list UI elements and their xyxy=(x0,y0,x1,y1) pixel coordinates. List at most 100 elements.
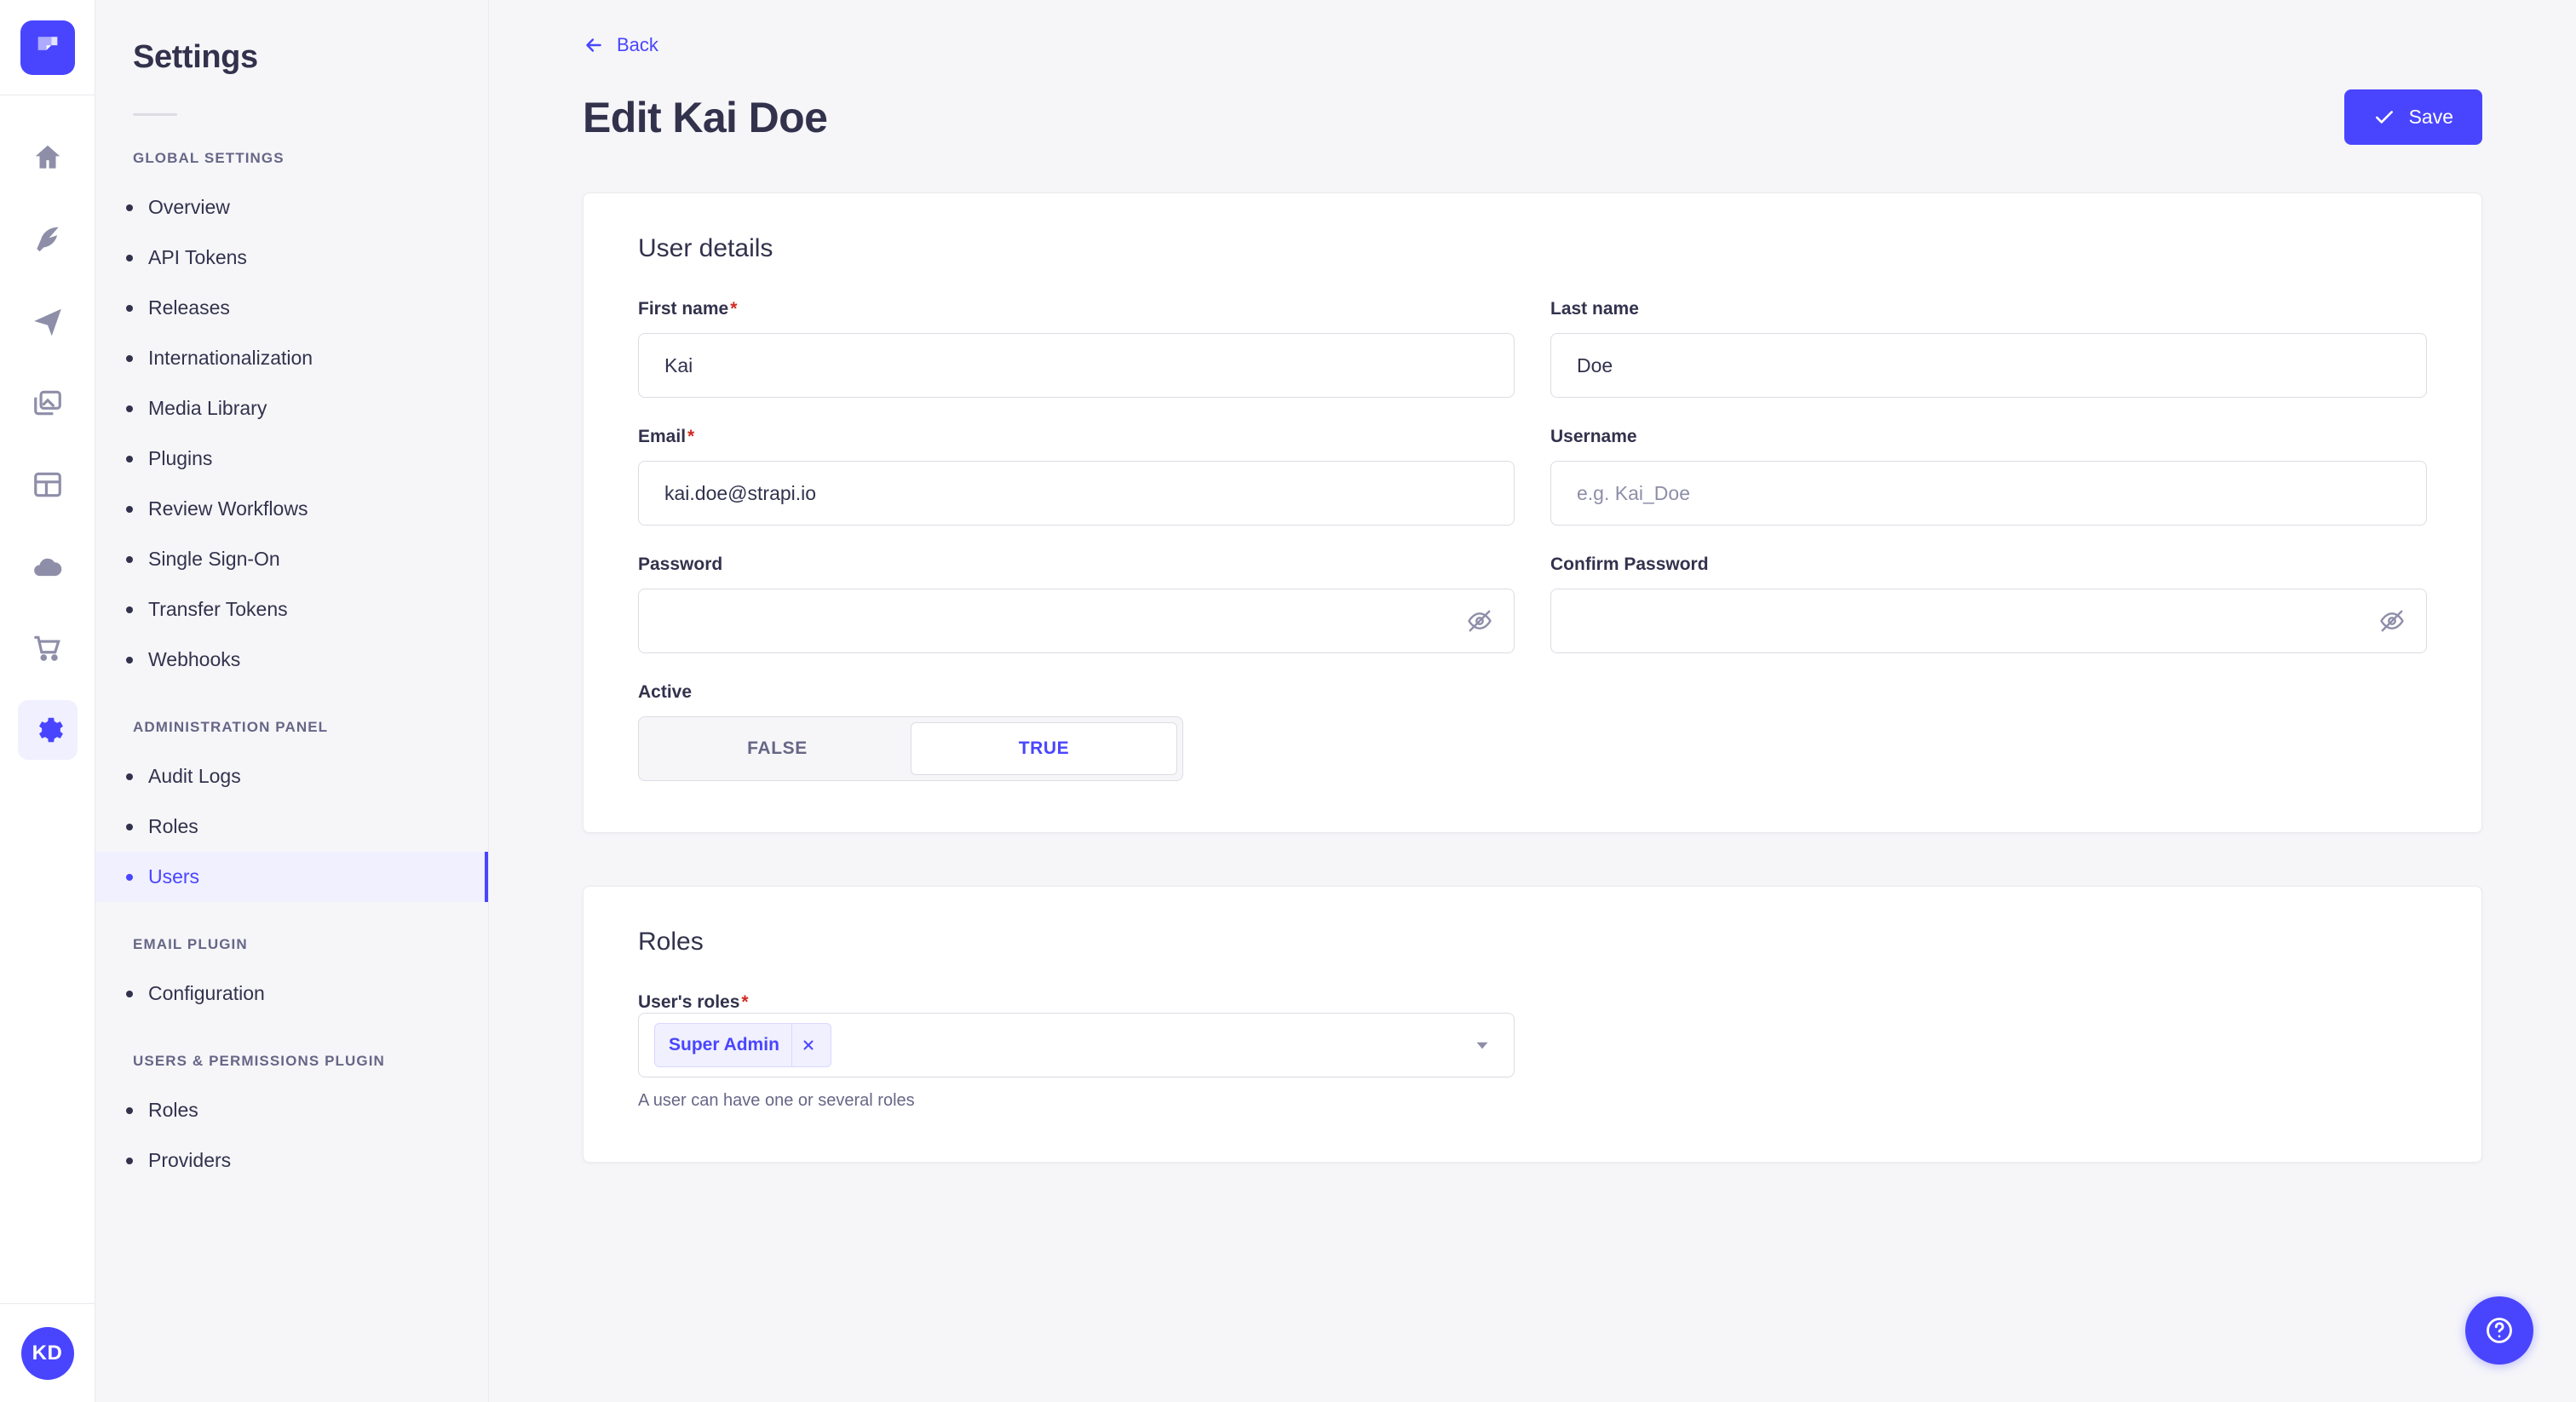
first-name-input[interactable] xyxy=(638,333,1515,398)
sidebar-item-label: Providers xyxy=(148,1149,232,1171)
layout-icon[interactable] xyxy=(18,455,78,514)
sidebar-item-transfer-tokens[interactable]: Transfer Tokens xyxy=(95,584,488,635)
sidebar-item-releases[interactable]: Releases xyxy=(95,283,488,333)
nav-section-email-plugin: EMAIL PLUGIN Configuration xyxy=(95,936,488,1019)
active-toggle-true[interactable]: TRUE xyxy=(911,722,1177,775)
active-toggle[interactable]: FALSE TRUE xyxy=(638,716,1183,781)
close-icon[interactable] xyxy=(791,1024,825,1066)
save-label: Save xyxy=(2408,106,2453,128)
email-input[interactable] xyxy=(638,461,1515,526)
bullet-icon xyxy=(126,656,133,664)
roles-card: Roles User's roles* Super Admin xyxy=(583,886,2482,1163)
sidebar-item-review-workflows[interactable]: Review Workflows xyxy=(95,484,488,534)
first-name-label-text: First name xyxy=(638,299,729,319)
bullet-icon xyxy=(126,204,133,211)
main-content: Back Edit Kai Doe Save User details Firs… xyxy=(489,0,2576,1402)
sidebar-header: Settings xyxy=(95,0,488,116)
roles-title: Roles xyxy=(638,928,704,956)
nav-section-administration: ADMINISTRATION PANEL Audit Logs Roles Us… xyxy=(95,719,488,902)
back-label: Back xyxy=(617,34,658,55)
username-input-wrap xyxy=(1550,461,2427,526)
help-button[interactable] xyxy=(2465,1296,2533,1365)
last-name-input[interactable] xyxy=(1550,333,2427,398)
sidebar-item-webhooks[interactable]: Webhooks xyxy=(95,635,488,685)
arrow-left-icon xyxy=(586,38,601,52)
bullet-icon xyxy=(126,254,133,261)
eye-off-icon[interactable] xyxy=(1467,608,1492,634)
bullet-icon xyxy=(126,606,133,613)
bullet-icon xyxy=(126,1157,133,1164)
user-roles-select[interactable]: Super Admin xyxy=(638,1013,1515,1077)
username-label: Username xyxy=(1550,427,1637,446)
question-mark-icon xyxy=(2487,1318,2512,1343)
bullet-icon xyxy=(126,405,133,412)
username-input[interactable] xyxy=(1550,461,2427,526)
sidebar-item-label: Roles xyxy=(148,1099,198,1121)
sidebar-item-configuration[interactable]: Configuration xyxy=(95,968,488,1019)
logo-area xyxy=(0,0,95,95)
required-marker: * xyxy=(730,299,738,319)
email-input-wrap xyxy=(638,461,1515,526)
sidebar-item-label: Overview xyxy=(148,196,230,218)
page-title: Edit Kai Doe xyxy=(583,93,828,141)
gear-icon[interactable] xyxy=(17,700,78,760)
bullet-icon xyxy=(126,555,133,563)
active-toggle-false[interactable]: FALSE xyxy=(747,738,808,758)
required-marker: * xyxy=(687,427,695,446)
form-content: User details First name* Last name xyxy=(489,145,2576,1163)
nav-section-label: USERS & PERMISSIONS PLUGIN xyxy=(133,1053,385,1069)
save-button[interactable]: Save xyxy=(2343,89,2482,145)
password-input-wrap xyxy=(638,589,1515,653)
sidebar-item-label: Audit Logs xyxy=(148,765,241,787)
feather-icon[interactable] xyxy=(18,210,78,269)
sidebar-item-users[interactable]: Users xyxy=(95,852,488,902)
back-link[interactable]: Back xyxy=(583,34,658,56)
home-icon[interactable] xyxy=(18,128,78,187)
confirm-password-input[interactable] xyxy=(1550,589,2427,653)
avatar[interactable]: KD xyxy=(20,1326,74,1380)
bullet-icon xyxy=(126,354,133,362)
sidebar-item-label: Configuration xyxy=(148,982,265,1004)
password-label: Password xyxy=(638,554,723,574)
bullet-icon xyxy=(126,990,133,997)
settings-sidebar: Settings GLOBAL SETTINGS Overview API To… xyxy=(95,0,489,1402)
cloud-icon[interactable] xyxy=(18,537,78,596)
sidebar-item-label: Single Sign-On xyxy=(148,548,280,570)
sidebar-item-api-tokens[interactable]: API Tokens xyxy=(95,233,488,283)
nav-list-users-permissions: Roles Providers xyxy=(95,1085,488,1186)
user-roles-hint: A user can have one or several roles xyxy=(638,1091,915,1110)
active-label: Active xyxy=(638,682,693,702)
sidebar-item-media-library[interactable]: Media Library xyxy=(95,383,488,434)
chevron-down-icon[interactable] xyxy=(1471,1034,1493,1056)
sidebar-item-single-sign-on[interactable]: Single Sign-On xyxy=(95,534,488,584)
images-icon[interactable] xyxy=(18,373,78,433)
sidebar-item-internationalization[interactable]: Internationalization xyxy=(95,333,488,383)
shopping-cart-icon[interactable] xyxy=(18,618,78,678)
sidebar-item-providers[interactable]: Providers xyxy=(95,1135,488,1186)
sidebar-item-overview[interactable]: Overview xyxy=(95,182,488,233)
nav-list-global: Overview API Tokens Releases Internation… xyxy=(95,182,488,685)
sidebar-item-label: Users xyxy=(148,865,200,888)
user-details-title: User details xyxy=(638,234,773,262)
user-roles-label-text: User's roles xyxy=(638,992,740,1012)
sidebar-item-up-roles[interactable]: Roles xyxy=(95,1085,488,1135)
email-field: Email* xyxy=(638,427,1515,526)
sidebar-item-roles[interactable]: Roles xyxy=(95,802,488,852)
password-field: Password xyxy=(638,554,1515,653)
paper-plane-icon[interactable] xyxy=(18,291,78,351)
password-input[interactable] xyxy=(638,589,1515,653)
role-tag-label: Super Admin xyxy=(669,1035,779,1054)
user-details-grid: First name* Last name xyxy=(638,299,2427,653)
sidebar-item-label: Plugins xyxy=(148,447,213,469)
username-field: Username xyxy=(1550,427,2427,526)
user-details-card: User details First name* Last name xyxy=(583,192,2482,833)
nav-section-users-permissions: USERS & PERMISSIONS PLUGIN Roles Provide… xyxy=(95,1053,488,1186)
user-avatar-area: KD xyxy=(0,1303,95,1402)
strapi-logo-icon[interactable] xyxy=(20,20,75,75)
bullet-icon xyxy=(126,304,133,312)
required-marker: * xyxy=(741,992,749,1012)
eye-off-icon[interactable] xyxy=(2379,608,2405,634)
confirm-password-field: Confirm Password xyxy=(1550,554,2427,653)
sidebar-item-plugins[interactable]: Plugins xyxy=(95,434,488,484)
sidebar-item-audit-logs[interactable]: Audit Logs xyxy=(95,751,488,802)
